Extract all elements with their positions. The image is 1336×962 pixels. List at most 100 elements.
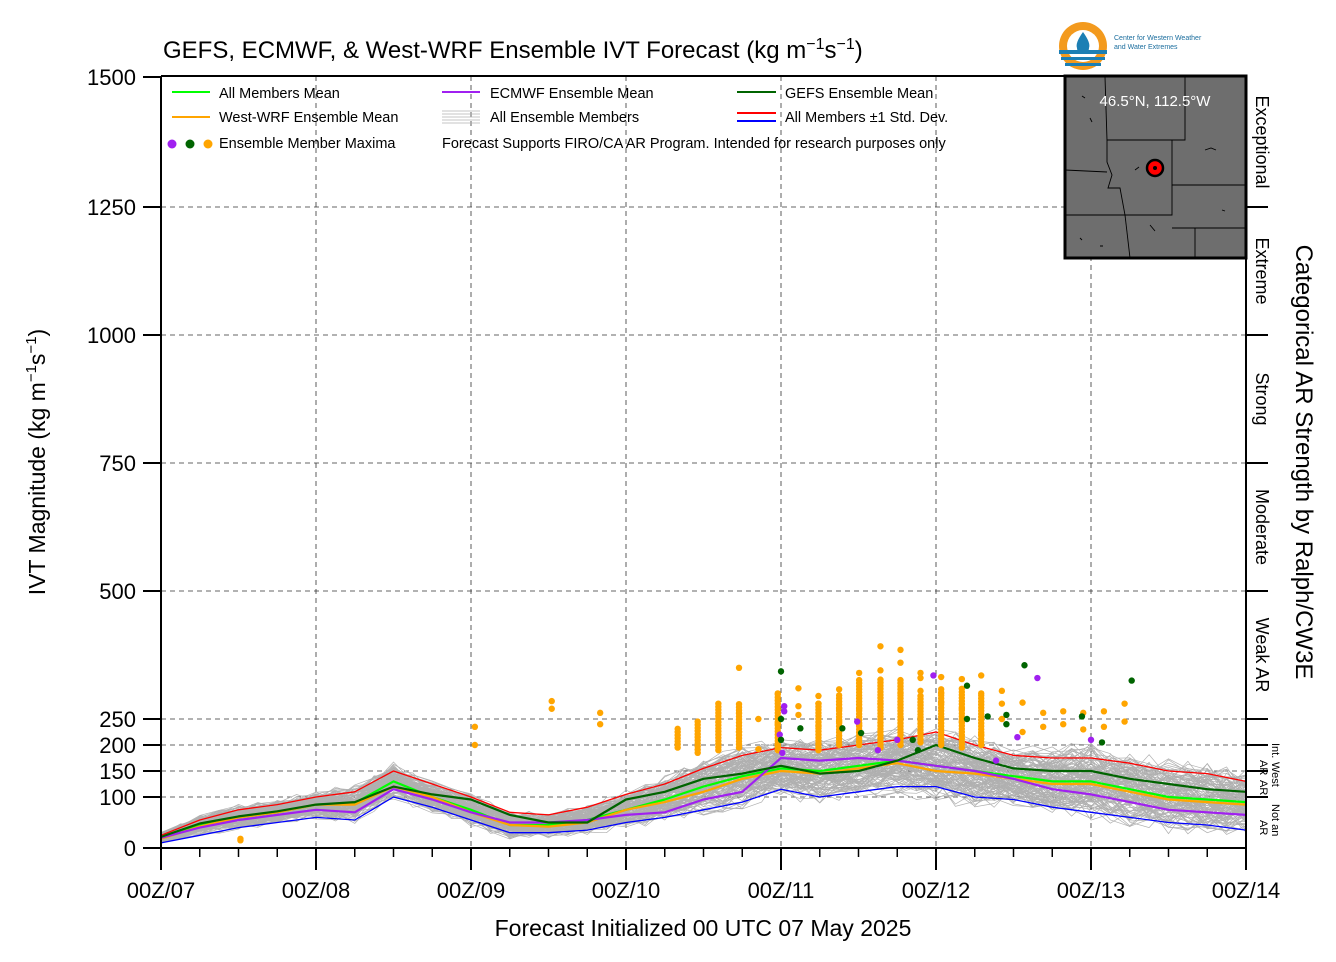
- maxima-wrf-point: [978, 731, 985, 738]
- y-tick-label: 1500: [87, 65, 136, 90]
- x-tick-label: 00Z/10: [592, 878, 661, 903]
- maxima-wrf-point: [998, 715, 1006, 723]
- maxima-wrf-point: [795, 711, 802, 719]
- y-axis-label: IVT Magnitude (kg m−1s−1): [23, 329, 50, 595]
- maxima-wrf-point: [755, 715, 762, 723]
- maxima-ecmwf-point: [930, 672, 937, 679]
- y-tick-label: 250: [99, 707, 136, 732]
- maxima-wrf-point: [998, 687, 1006, 695]
- maxima-ecmwf-point: [781, 708, 788, 715]
- maxima-ecmwf-point: [1034, 674, 1041, 682]
- maxima-wrf-point: [548, 697, 555, 705]
- maxima-wrf-point: [877, 700, 884, 707]
- legend: All Members Mean West-WRF Ensemble Mean …: [167, 86, 948, 152]
- legend-std-dev: All Members ±1 Std. Dev.: [785, 110, 948, 126]
- x-tick-label: 00Z/14: [1212, 878, 1281, 903]
- maxima-gefs-point: [777, 715, 785, 723]
- maxima-wrf-point: [596, 721, 604, 728]
- maxima-wrf-point: [815, 692, 822, 700]
- maxima-gefs-point: [839, 725, 846, 732]
- category-int: Int.: [1269, 743, 1281, 758]
- maxima-wrf-point: [471, 723, 479, 730]
- maxima-wrf-point: [958, 675, 966, 683]
- right-axis-label: Categorical AR Strength by Ralph/CW3E: [1290, 245, 1317, 680]
- legend-swatch-maxima-wrf: [203, 139, 213, 149]
- legend-all-mean: All Members Mean: [219, 86, 340, 102]
- ensemble-member-line: [160, 774, 1247, 841]
- maxima-wrf-point: [774, 721, 781, 728]
- series-minus_std-line: [160, 785, 1247, 844]
- maxima-wrf-point: [735, 728, 743, 736]
- maxima-wrf-point: [998, 700, 1006, 707]
- maxima-wrf-point: [1100, 723, 1108, 730]
- maxima-wrf-point: [897, 690, 904, 697]
- maxima-gefs-point: [963, 715, 971, 723]
- y-tick-label: 150: [99, 759, 136, 784]
- x-tick-label: 00Z/07: [127, 878, 196, 903]
- maxima-ecmwf-point: [1014, 734, 1021, 741]
- maxima-wrf-point: [1019, 699, 1026, 706]
- maxima-gefs-point: [777, 736, 785, 743]
- category-not-an-ar: AR: [1257, 820, 1269, 835]
- ensemble-member-line: [160, 759, 1247, 840]
- y-tick-label: 1000: [87, 323, 136, 348]
- legend-swatch-all-members: [442, 110, 480, 124]
- maxima-wrf-point: [1080, 726, 1087, 733]
- maxima-wrf-point: [958, 705, 966, 712]
- maxima-wrf-point: [897, 646, 904, 654]
- legend-gefs-mean: GEFS Ensemble Mean: [785, 86, 933, 102]
- maxima-wrf-point: [1060, 708, 1067, 715]
- series-plus_std-line: [160, 731, 1247, 836]
- maxima-wrf-point: [1121, 718, 1128, 725]
- maxima-wrf-point: [937, 690, 945, 697]
- maxima-wrf-point: [917, 692, 924, 700]
- x-tick-label: 00Z/13: [1057, 878, 1126, 903]
- x-tick-label: 00Z/08: [282, 878, 351, 903]
- category-not-an: Not an: [1269, 804, 1281, 836]
- category-extreme: Extreme: [1252, 237, 1272, 304]
- maxima-wrf-point: [774, 690, 781, 697]
- category-exceptional: Exceptional: [1252, 95, 1272, 188]
- maxima-wrf-point: [674, 725, 681, 733]
- maxima-wrf-point: [978, 690, 985, 697]
- maxima-gefs-point: [1128, 677, 1135, 684]
- maxima-wrf-point: [715, 700, 722, 707]
- maxima-wrf-point: [1121, 700, 1128, 707]
- category-west-ar: AR: [1257, 780, 1269, 795]
- legend-note: Forecast Supports FIRO/CA AR Program. In…: [442, 136, 946, 152]
- series-wrf-line: [160, 762, 1247, 840]
- ensemble-member-maxima: [237, 643, 1135, 844]
- maxima-gefs-point: [914, 747, 922, 754]
- ensemble-member-line: [160, 758, 1247, 840]
- maxima-gefs-point: [984, 713, 991, 720]
- x-tick-label: 00Z/09: [437, 878, 506, 903]
- legend-swatch-maxima-ecmwf: [167, 139, 177, 149]
- maxima-wrf-point: [855, 676, 863, 684]
- category-labels: Exceptional Extreme Strong Moderate Weak…: [1252, 95, 1281, 836]
- maxima-ecmwf-point: [874, 747, 882, 754]
- x-tick-label: 00Z/12: [902, 878, 971, 903]
- maxima-wrf-point: [835, 705, 843, 712]
- maxima-wrf-point: [596, 709, 604, 717]
- maxima-wrf-point: [835, 692, 843, 699]
- category-west: West: [1269, 762, 1281, 787]
- maxima-wrf-point: [877, 676, 884, 683]
- maxima-wrf-point: [237, 835, 244, 843]
- maxima-wrf-point: [795, 685, 802, 692]
- ensemble-member-line: [160, 732, 1247, 834]
- y-tick-label: 1250: [87, 195, 136, 220]
- maxima-wrf-point: [815, 723, 822, 730]
- legend-wrf-mean: West-WRF Ensemble Mean: [219, 110, 398, 126]
- maxima-wrf-point: [471, 741, 479, 749]
- x-axis-ticks: 00Z/07 00Z/08 00Z/09 00Z/10 00Z/11 00Z/12 00Z/…: [127, 848, 1281, 903]
- maxima-wrf-point: [877, 643, 884, 650]
- maxima-wrf-point: [917, 687, 924, 695]
- category-ticks: [1246, 206, 1268, 798]
- legend-maxima: Ensemble Member Maxima: [219, 136, 396, 152]
- maxima-gefs-point: [1078, 713, 1086, 720]
- maxima-wrf-point: [835, 686, 843, 693]
- series-ecmwf-line: [160, 756, 1247, 839]
- maxima-wrf-point: [735, 700, 743, 708]
- maxima-wrf-point: [958, 718, 966, 725]
